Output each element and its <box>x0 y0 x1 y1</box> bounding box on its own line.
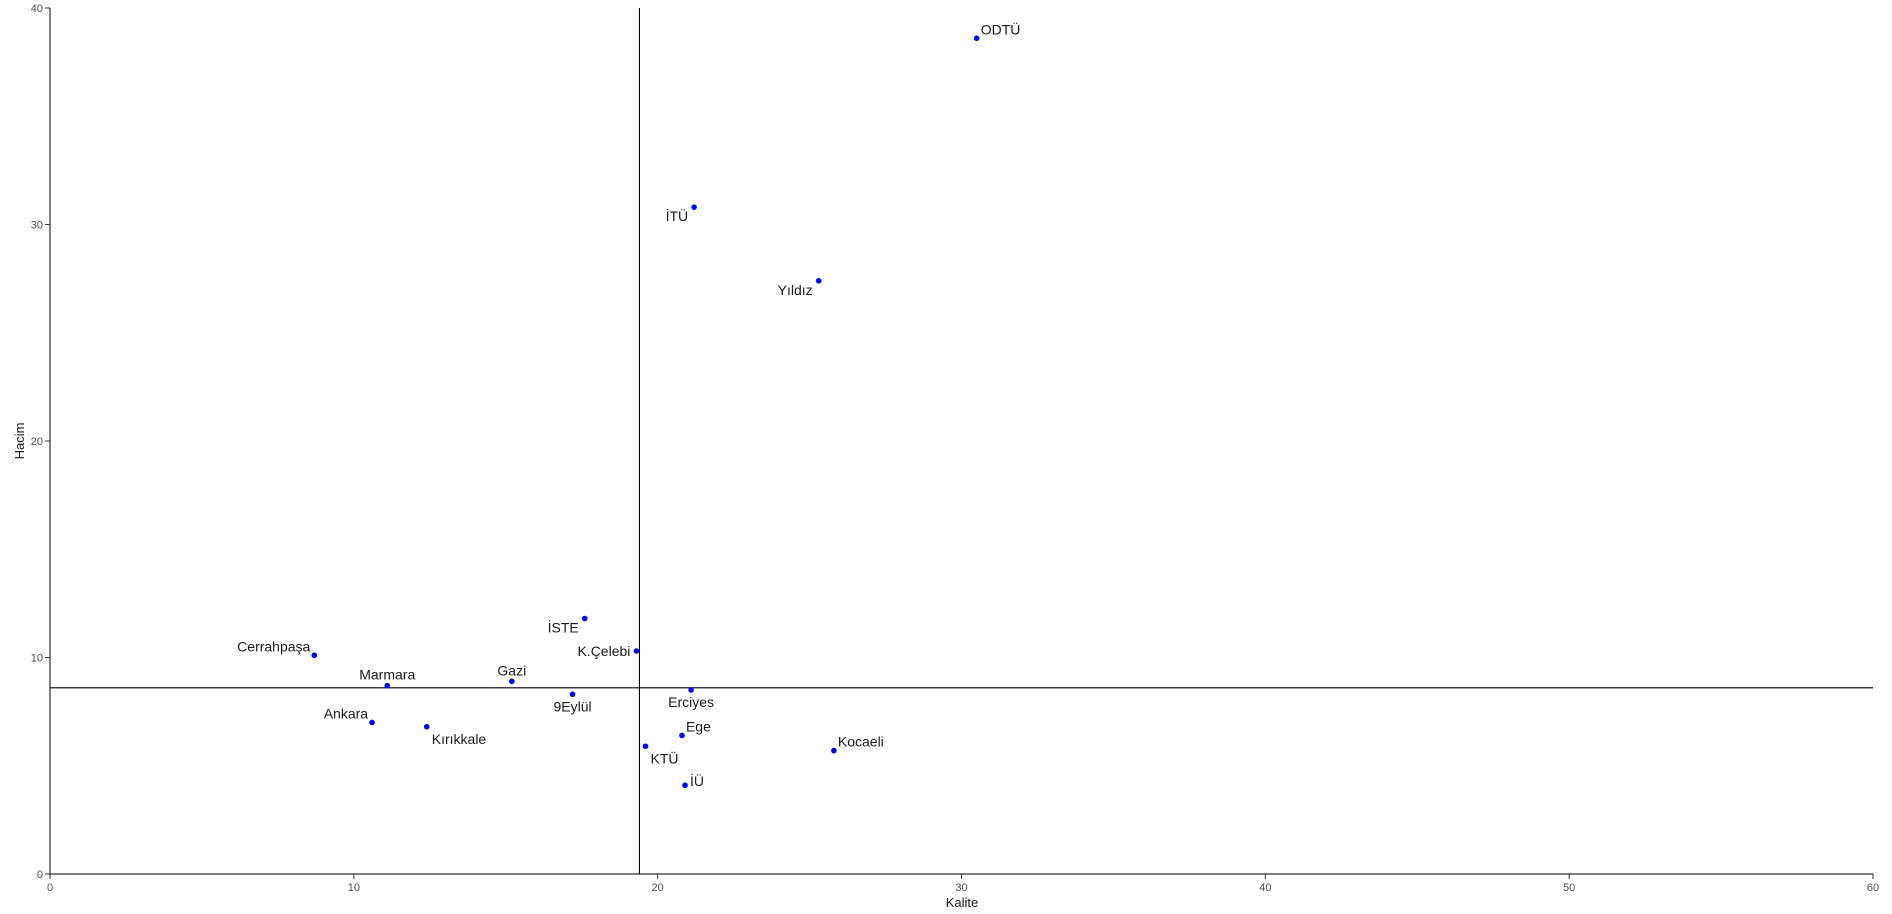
x-ticks: 0 10 20 30 40 50 60 <box>47 874 1879 894</box>
point-label: K.Çelebi <box>577 643 630 659</box>
data-point <box>369 719 375 726</box>
data-point <box>509 678 515 685</box>
y-axis-title: Hacim <box>12 423 27 460</box>
y-tick-label: 0 <box>37 869 43 881</box>
point-label: Kırıkkale <box>432 731 487 747</box>
reference-lines <box>50 8 1873 874</box>
y-tick-label: 10 <box>31 653 43 665</box>
point-label: Gazi <box>497 662 526 678</box>
data-point <box>973 35 980 42</box>
y-tick-label: 20 <box>31 436 43 448</box>
point-label: KTÜ <box>651 749 679 766</box>
data-point <box>831 747 837 754</box>
x-tick-label: 10 <box>348 882 360 894</box>
data-point <box>691 204 697 210</box>
x-tick-label: 0 <box>47 882 53 894</box>
x-tick-label: 30 <box>955 882 967 894</box>
data-points <box>311 35 980 789</box>
data-point <box>815 277 822 284</box>
data-point <box>311 652 318 659</box>
point-label: İTÜ <box>666 207 689 224</box>
y-tick-label: 40 <box>31 3 43 15</box>
data-point <box>642 743 649 750</box>
axes <box>49 8 1873 875</box>
point-label: ODTÜ <box>981 20 1021 37</box>
data-point <box>682 782 688 789</box>
data-point <box>384 682 391 689</box>
point-label: Cerrahpaşa <box>237 638 310 654</box>
x-axis-title: Kalite <box>946 895 979 910</box>
point-label: Kocaeli <box>838 734 884 750</box>
point-labels: ODTÜ İTÜ Yıldız İSTE K.Çelebi Cerrahpaşa Marma… <box>237 20 1020 789</box>
point-label: İSTE <box>548 619 579 636</box>
point-label: Ankara <box>324 705 369 721</box>
data-point <box>569 691 576 698</box>
data-point <box>581 615 588 622</box>
x-tick-label: 20 <box>652 882 664 894</box>
point-label: Ege <box>686 718 711 734</box>
point-label: 9Eylül <box>554 698 592 714</box>
data-point <box>423 723 430 730</box>
point-label: Erciyes <box>668 694 714 710</box>
y-tick-label: 30 <box>31 220 43 232</box>
x-tick-label: 50 <box>1563 882 1575 894</box>
data-point <box>688 687 694 693</box>
point-label: İÜ <box>690 772 704 789</box>
x-tick-label: 60 <box>1867 882 1879 894</box>
point-label: Marmara <box>359 667 415 683</box>
data-point <box>679 732 685 739</box>
y-ticks: 0 10 20 30 40 <box>31 3 50 881</box>
point-label: Yıldız <box>778 282 813 298</box>
data-point <box>633 648 640 654</box>
x-tick-label: 40 <box>1259 882 1271 894</box>
